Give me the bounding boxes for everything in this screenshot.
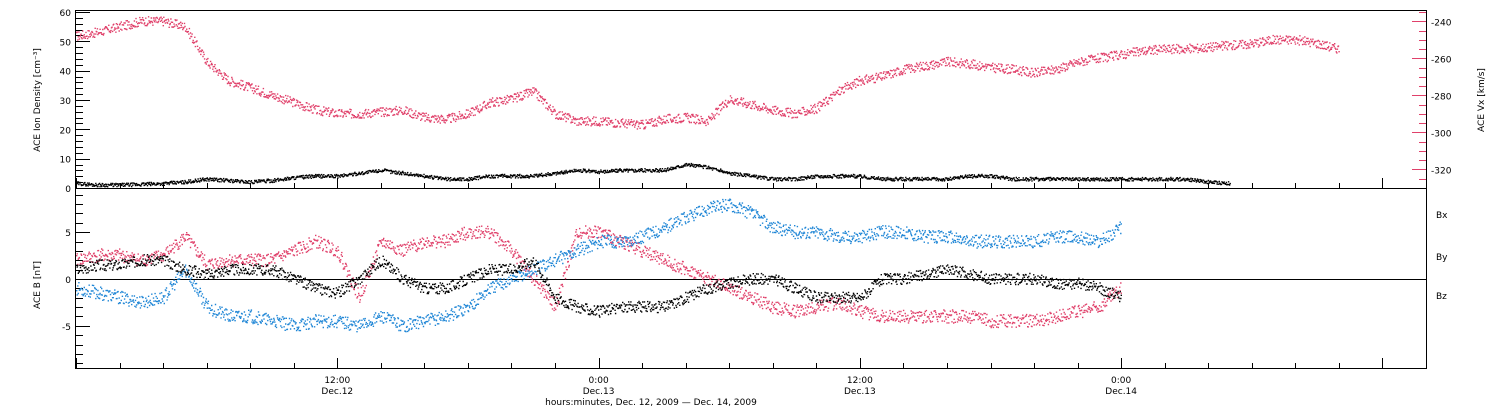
bx-series	[76, 254, 1122, 318]
left-axis-tick-label: 0	[65, 185, 71, 195]
top-panel: 0 10 20 30 40 50 60 -240 -260 -280 -300 -320 ACE I…	[33, 9, 1487, 195]
x-tick-label-time: 0:00	[588, 376, 608, 386]
top-right-axis: -240 -260 -280 -300 -320	[1412, 12, 1452, 189]
by-series-points	[76, 198, 1122, 333]
x-tick-label-time: 0:00	[1111, 376, 1131, 386]
by-series	[76, 198, 1122, 333]
left-axis-tick-label: 50	[60, 38, 72, 48]
top-plot-area	[76, 16, 1340, 188]
x-tick-label-time: 12:00	[847, 376, 873, 386]
series-legend: Bx By Bz	[1436, 211, 1448, 302]
right-axis-tick-label: -320	[1431, 166, 1452, 176]
x-tick-label-time: 12:00	[324, 376, 350, 386]
bz-series	[76, 225, 1122, 329]
left-axis-tick-label: 20	[60, 126, 72, 136]
left-axis-tick-label: -5	[62, 323, 71, 333]
right-axis-tick-label: -300	[1431, 129, 1452, 139]
x-tick-label-day: Dec.13	[583, 387, 615, 397]
legend-bz: Bz	[1436, 292, 1447, 302]
bz-series-points	[76, 225, 1122, 329]
bottom-left-axis-label: ACE B [nT]	[33, 261, 43, 309]
bottom-plot-area	[76, 198, 1122, 333]
left-axis-tick-label: 10	[60, 156, 72, 166]
left-axis-tick-label: 60	[60, 9, 72, 19]
legend-bx: Bx	[1436, 211, 1448, 221]
x-axis: 12:00Dec.120:00Dec.1312:00Dec.130:00Dec.…	[76, 178, 1427, 397]
bx-series-points	[76, 254, 1122, 318]
x-axis-label: hours:minutes, Dec. 12, 2009 — Dec. 14, …	[545, 398, 757, 408]
top-panel-frame	[75, 10, 1427, 189]
top-left-axis: 0 10 20 30 40 50 60	[60, 9, 90, 195]
left-axis-tick-label: 0	[65, 276, 71, 286]
density-series-points	[76, 162, 1231, 188]
speed-series	[76, 16, 1340, 130]
speed-series-points	[76, 16, 1340, 130]
legend-by: By	[1436, 253, 1448, 263]
x-tick-label-day: Dec.13	[844, 387, 876, 397]
right-axis-tick-label: -240	[1431, 18, 1452, 28]
right-axis-tick-label: -280	[1431, 92, 1452, 102]
left-axis-tick-label: 30	[60, 97, 72, 107]
top-left-axis-label: ACE Ion Density [cm⁻³]	[33, 48, 43, 152]
density-series	[76, 162, 1231, 188]
left-axis-tick-label: 40	[60, 68, 72, 78]
x-tick-label-day: Dec.12	[321, 387, 353, 397]
top-right-axis-label: ACE Vx [km/s]	[1477, 68, 1487, 132]
bottom-panel-frame	[75, 188, 1427, 369]
x-tick-label-day: Dec.14	[1105, 387, 1137, 397]
left-axis-tick-label: 5	[65, 229, 71, 239]
right-axis-tick-label: -260	[1431, 55, 1452, 65]
